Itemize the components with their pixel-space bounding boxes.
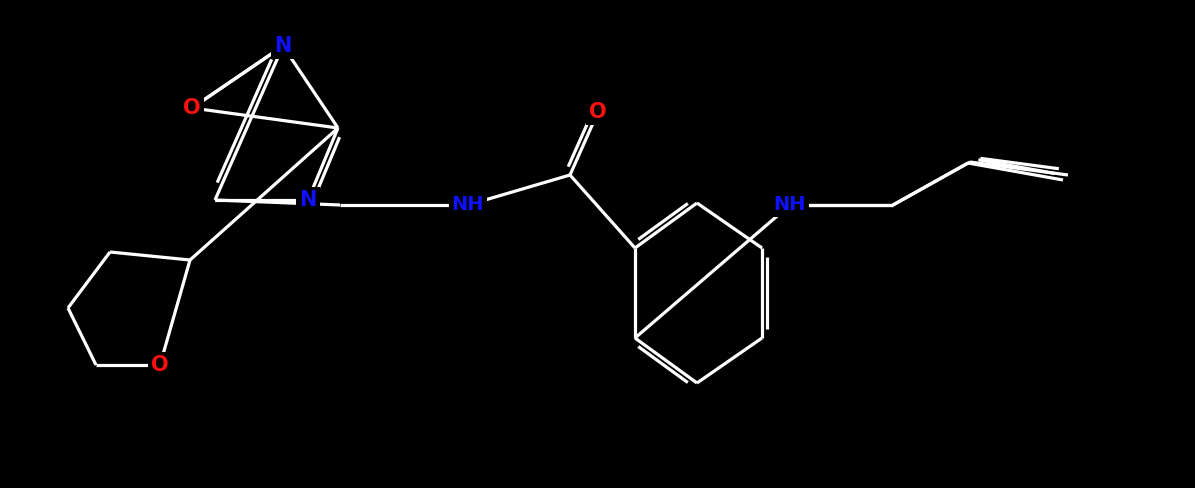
Text: O: O — [152, 355, 168, 375]
Text: NH: NH — [773, 196, 807, 215]
Text: N: N — [299, 190, 317, 210]
Text: O: O — [589, 102, 607, 122]
Text: N: N — [275, 36, 292, 56]
Text: NH: NH — [452, 196, 484, 215]
Text: O: O — [183, 98, 201, 118]
